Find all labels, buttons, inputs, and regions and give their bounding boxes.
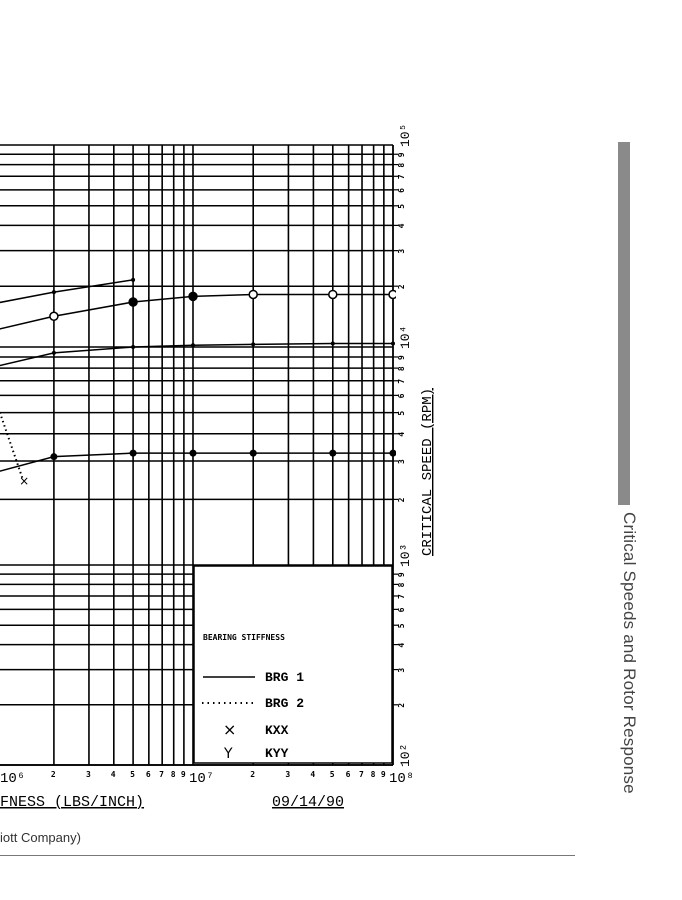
data-point bbox=[330, 341, 335, 346]
section-tab-bar bbox=[618, 142, 630, 505]
y-tick-label-decade: 10⁴ bbox=[398, 326, 413, 349]
y-tick-label: 5 bbox=[397, 411, 406, 416]
y-tick-label: 2 bbox=[397, 284, 406, 289]
data-point bbox=[50, 453, 58, 461]
x-tick-label: 4 bbox=[111, 770, 116, 779]
x-tick-label: 8 bbox=[171, 770, 176, 779]
x-axis-title: FNESS (LBS/INCH) bbox=[0, 794, 144, 811]
x-tick-label-decade: 10⁷ bbox=[189, 771, 214, 787]
x-tick-label: 5 bbox=[330, 770, 335, 779]
y-tick-label: 8 bbox=[397, 163, 406, 168]
y-tick-label: 8 bbox=[397, 582, 406, 587]
y-tick-label: 2 bbox=[397, 497, 406, 502]
y-tick-label: 3 bbox=[397, 459, 406, 464]
chart-date: 09/14/90 bbox=[272, 794, 344, 811]
legend-brg2-label: BRG 2 bbox=[265, 696, 304, 711]
y-tick-label: 2 bbox=[397, 703, 406, 708]
legend-kyy-symbol: Y bbox=[223, 746, 233, 762]
x-tick-label: 3 bbox=[86, 770, 91, 779]
data-point bbox=[388, 289, 396, 300]
data-point bbox=[131, 345, 136, 349]
data-point bbox=[328, 289, 338, 300]
x-tick-label: 9 bbox=[381, 770, 386, 779]
data-point bbox=[389, 449, 396, 457]
data-point bbox=[248, 289, 258, 300]
x-tick-label: 5 bbox=[130, 770, 135, 779]
y-tick-label-decade: 10³ bbox=[398, 544, 413, 567]
data-point bbox=[189, 449, 197, 457]
footer-rule bbox=[0, 855, 575, 856]
x-tick-label: 3 bbox=[285, 770, 290, 779]
x-tick-label: 6 bbox=[146, 770, 151, 779]
legend-box bbox=[193, 565, 393, 764]
y-tick-label: 9 bbox=[397, 355, 406, 360]
x-tick-label-decade: 10⁸ bbox=[389, 771, 414, 787]
x-tick-label: 6 bbox=[346, 770, 351, 779]
legend-brg1-label: BRG 1 bbox=[265, 670, 304, 685]
data-point bbox=[131, 277, 136, 282]
figure-caption: iott Company) bbox=[0, 830, 81, 845]
x-tick-label: 2 bbox=[250, 770, 255, 779]
y-tick-label: 9 bbox=[397, 152, 406, 157]
y-tick-label: 7 bbox=[397, 594, 406, 599]
y-tick-label: 9 bbox=[397, 572, 406, 577]
running-head: Critical Speeds and Rotor Response bbox=[620, 512, 639, 794]
data-point bbox=[391, 341, 395, 346]
x-tick-label-decade: 10⁶ bbox=[0, 771, 25, 787]
y-tick-label-decade: 10² bbox=[398, 744, 413, 767]
legend-title: BEARING STIFFNESS bbox=[203, 633, 285, 642]
data-point bbox=[249, 449, 257, 457]
y-tick-label: 7 bbox=[397, 379, 406, 384]
data-point bbox=[329, 449, 337, 457]
x-tick-label: 2 bbox=[51, 770, 56, 779]
y-tick-label: 3 bbox=[397, 249, 406, 254]
y-tick-label: 3 bbox=[397, 668, 406, 673]
x-tick-label: 4 bbox=[310, 770, 315, 779]
legend-kyy-label: KYY bbox=[265, 746, 289, 761]
data-series: × bbox=[0, 277, 396, 488]
y-tick-label: 6 bbox=[397, 393, 406, 398]
data-point bbox=[129, 449, 137, 457]
data-point bbox=[128, 297, 138, 307]
x-tick-label: 7 bbox=[159, 770, 164, 779]
x-tick-label: 8 bbox=[371, 770, 376, 779]
legend-kxx-symbol: × bbox=[223, 720, 236, 739]
y-tick-label: 8 bbox=[397, 366, 406, 371]
data-point bbox=[51, 290, 56, 295]
legend-kxx-label: KXX bbox=[265, 723, 289, 738]
y-tick-label: 4 bbox=[397, 432, 406, 437]
y-tick-label: 5 bbox=[397, 204, 406, 209]
y-tick-label: 4 bbox=[397, 643, 406, 648]
y-tick-label-decade: 10⁵ bbox=[398, 124, 413, 147]
y-axis-title: CRITICAL SPEED (RPM) bbox=[420, 388, 436, 556]
data-point bbox=[51, 350, 56, 355]
data-point bbox=[191, 343, 195, 348]
y-tick-label: 4 bbox=[397, 223, 406, 228]
data-point bbox=[251, 342, 256, 347]
y-tick-label: 6 bbox=[397, 188, 406, 193]
x-tick-label: 7 bbox=[359, 770, 364, 779]
y-tick-label: 5 bbox=[397, 623, 406, 628]
series-line-2 bbox=[0, 293, 393, 330]
data-point bbox=[188, 291, 198, 302]
legend: BEARING STIFFNESS BRG 1 BRG 2 × KXX Y KY… bbox=[202, 633, 304, 762]
x-tick-label: 9 bbox=[181, 770, 186, 779]
kxx-marker: × bbox=[19, 474, 29, 488]
y-tick-label: 7 bbox=[397, 174, 406, 179]
y-tick-label: 6 bbox=[397, 607, 406, 612]
data-point bbox=[49, 311, 59, 321]
